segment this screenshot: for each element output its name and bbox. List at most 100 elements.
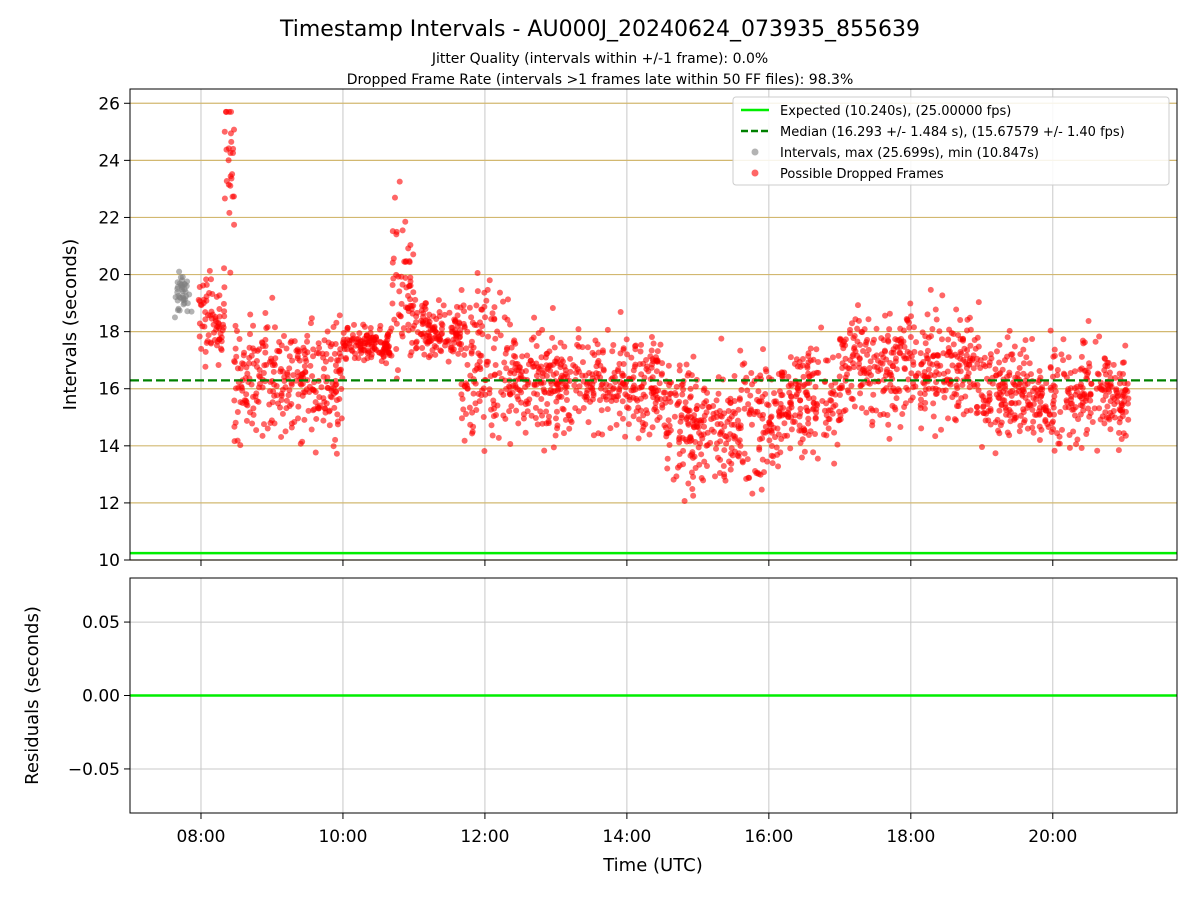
dropped-frame-point [472, 400, 479, 407]
dropped-frame-point [544, 401, 551, 408]
dropped-frame-point [882, 372, 889, 379]
dropped-frame-point [713, 414, 720, 421]
dropped-frame-point [911, 348, 918, 355]
dropped-frame-point [615, 393, 622, 400]
dropped-frame-point [845, 389, 852, 396]
dropped-frame-point [1058, 426, 1065, 433]
dropped-frame-point [788, 404, 795, 411]
dropped-frame-point [701, 399, 708, 406]
dropped-frame-point [966, 384, 973, 391]
dropped-frame-point [500, 298, 507, 305]
dropped-frame-point [596, 397, 603, 404]
dropped-frame-point [502, 350, 509, 357]
dropped-frame-point [880, 388, 887, 395]
dropped-frame-point [1113, 387, 1120, 394]
dropped-frame-point [941, 394, 948, 401]
dropped-frame-point [844, 371, 851, 378]
dropped-frame-point [962, 393, 969, 400]
dropped-frame-point [1019, 392, 1026, 399]
dropped-frame-point [388, 325, 395, 332]
dropped-frame-point [818, 324, 825, 331]
dropped-frame-point [531, 314, 538, 321]
dropped-frame-point [616, 410, 623, 417]
dropped-frame-point [1060, 336, 1067, 343]
dropped-frame-point [1028, 371, 1035, 378]
dropped-frame-point [332, 436, 339, 443]
dropped-frame-point [849, 353, 856, 360]
legend-entry: Median (16.293 +/- 1.484 s), (15.67579 +… [780, 125, 1125, 140]
dropped-frame-point [280, 333, 287, 340]
dropped-frame-point [250, 411, 257, 418]
dropped-frame-point [554, 425, 561, 432]
dropped-frame-point [436, 336, 443, 343]
dropped-frame-point [474, 288, 481, 295]
dropped-frame-point [470, 423, 477, 430]
dropped-frame-point [1012, 382, 1019, 389]
dropped-frame-point [538, 396, 545, 403]
dropped-frame-point [595, 430, 602, 437]
dropped-frame-point [1075, 416, 1082, 423]
top-ytick-label: 14 [98, 437, 120, 457]
dropped-frame-point [961, 345, 968, 352]
dropped-frame-point [283, 397, 290, 404]
dropped-frame-point [470, 390, 477, 397]
dropped-frame-point [871, 354, 878, 361]
dropped-frame-point [944, 368, 951, 375]
dropped-frame-point [1057, 408, 1064, 415]
dropped-frame-point [666, 441, 673, 448]
dropped-frame-point [870, 391, 877, 398]
dropped-frame-point [488, 422, 495, 429]
dropped-frame-point [551, 344, 558, 351]
dropped-frame-point [760, 346, 767, 353]
dropped-frame-point [533, 381, 540, 388]
dropped-frame-point [657, 341, 664, 348]
dropped-frame-point [908, 370, 915, 377]
dropped-frame-point [683, 438, 690, 445]
dropped-frame-point [897, 424, 904, 431]
dropped-frame-point [563, 397, 570, 404]
dropped-frame-point [616, 386, 623, 393]
dropped-frame-point [974, 360, 981, 367]
dropped-frame-point [356, 330, 363, 337]
xtick-label: 18:00 [886, 827, 935, 847]
dropped-frame-point [905, 376, 912, 383]
dropped-frame-point [321, 337, 328, 344]
dropped-frame-point [756, 412, 763, 419]
dropped-frame-point [528, 412, 535, 419]
dropped-frame-point [730, 408, 737, 415]
dropped-frame-point [221, 128, 228, 135]
dropped-frame-point [602, 386, 609, 393]
dropped-frame-point [289, 357, 296, 364]
dropped-frame-point [1021, 417, 1028, 424]
dropped-frame-point [220, 300, 227, 307]
dropped-frame-point [685, 480, 692, 487]
legend: Expected (10.240s), (25.00000 fps) Median… [732, 96, 1170, 186]
dropped-frame-point [253, 427, 260, 434]
dropped-frame-point [327, 393, 334, 400]
chart-subtitle-jitter: Jitter Quality (intervals within +/-1 fr… [431, 51, 768, 67]
dropped-frame-point [344, 324, 351, 331]
dropped-frame-point [1085, 317, 1092, 324]
dropped-frame-point [913, 372, 920, 379]
dropped-frame-point [269, 362, 276, 369]
dropped-frame-point [215, 323, 222, 330]
dropped-frame-point [957, 349, 964, 356]
dropped-frame-point [807, 428, 814, 435]
dropped-frame-point [271, 392, 278, 399]
dropped-frame-point [974, 403, 981, 410]
dropped-frame-point [1091, 405, 1098, 412]
dropped-frame-point [880, 411, 887, 418]
dropped-frame-point [965, 370, 972, 377]
dropped-frame-point [466, 304, 473, 311]
dropped-frame-point [539, 326, 546, 333]
dropped-frame-point [955, 362, 962, 369]
dropped-frame-point [930, 413, 937, 420]
dropped-frame-point [731, 373, 738, 380]
dropped-frame-point [586, 370, 593, 377]
dropped-frame-point [924, 347, 931, 354]
dropped-frame-point [458, 415, 465, 422]
dropped-frame-point [823, 412, 830, 419]
dropped-frame-point [566, 412, 573, 419]
dropped-frame-point [676, 450, 683, 457]
dropped-frame-point [553, 408, 560, 415]
